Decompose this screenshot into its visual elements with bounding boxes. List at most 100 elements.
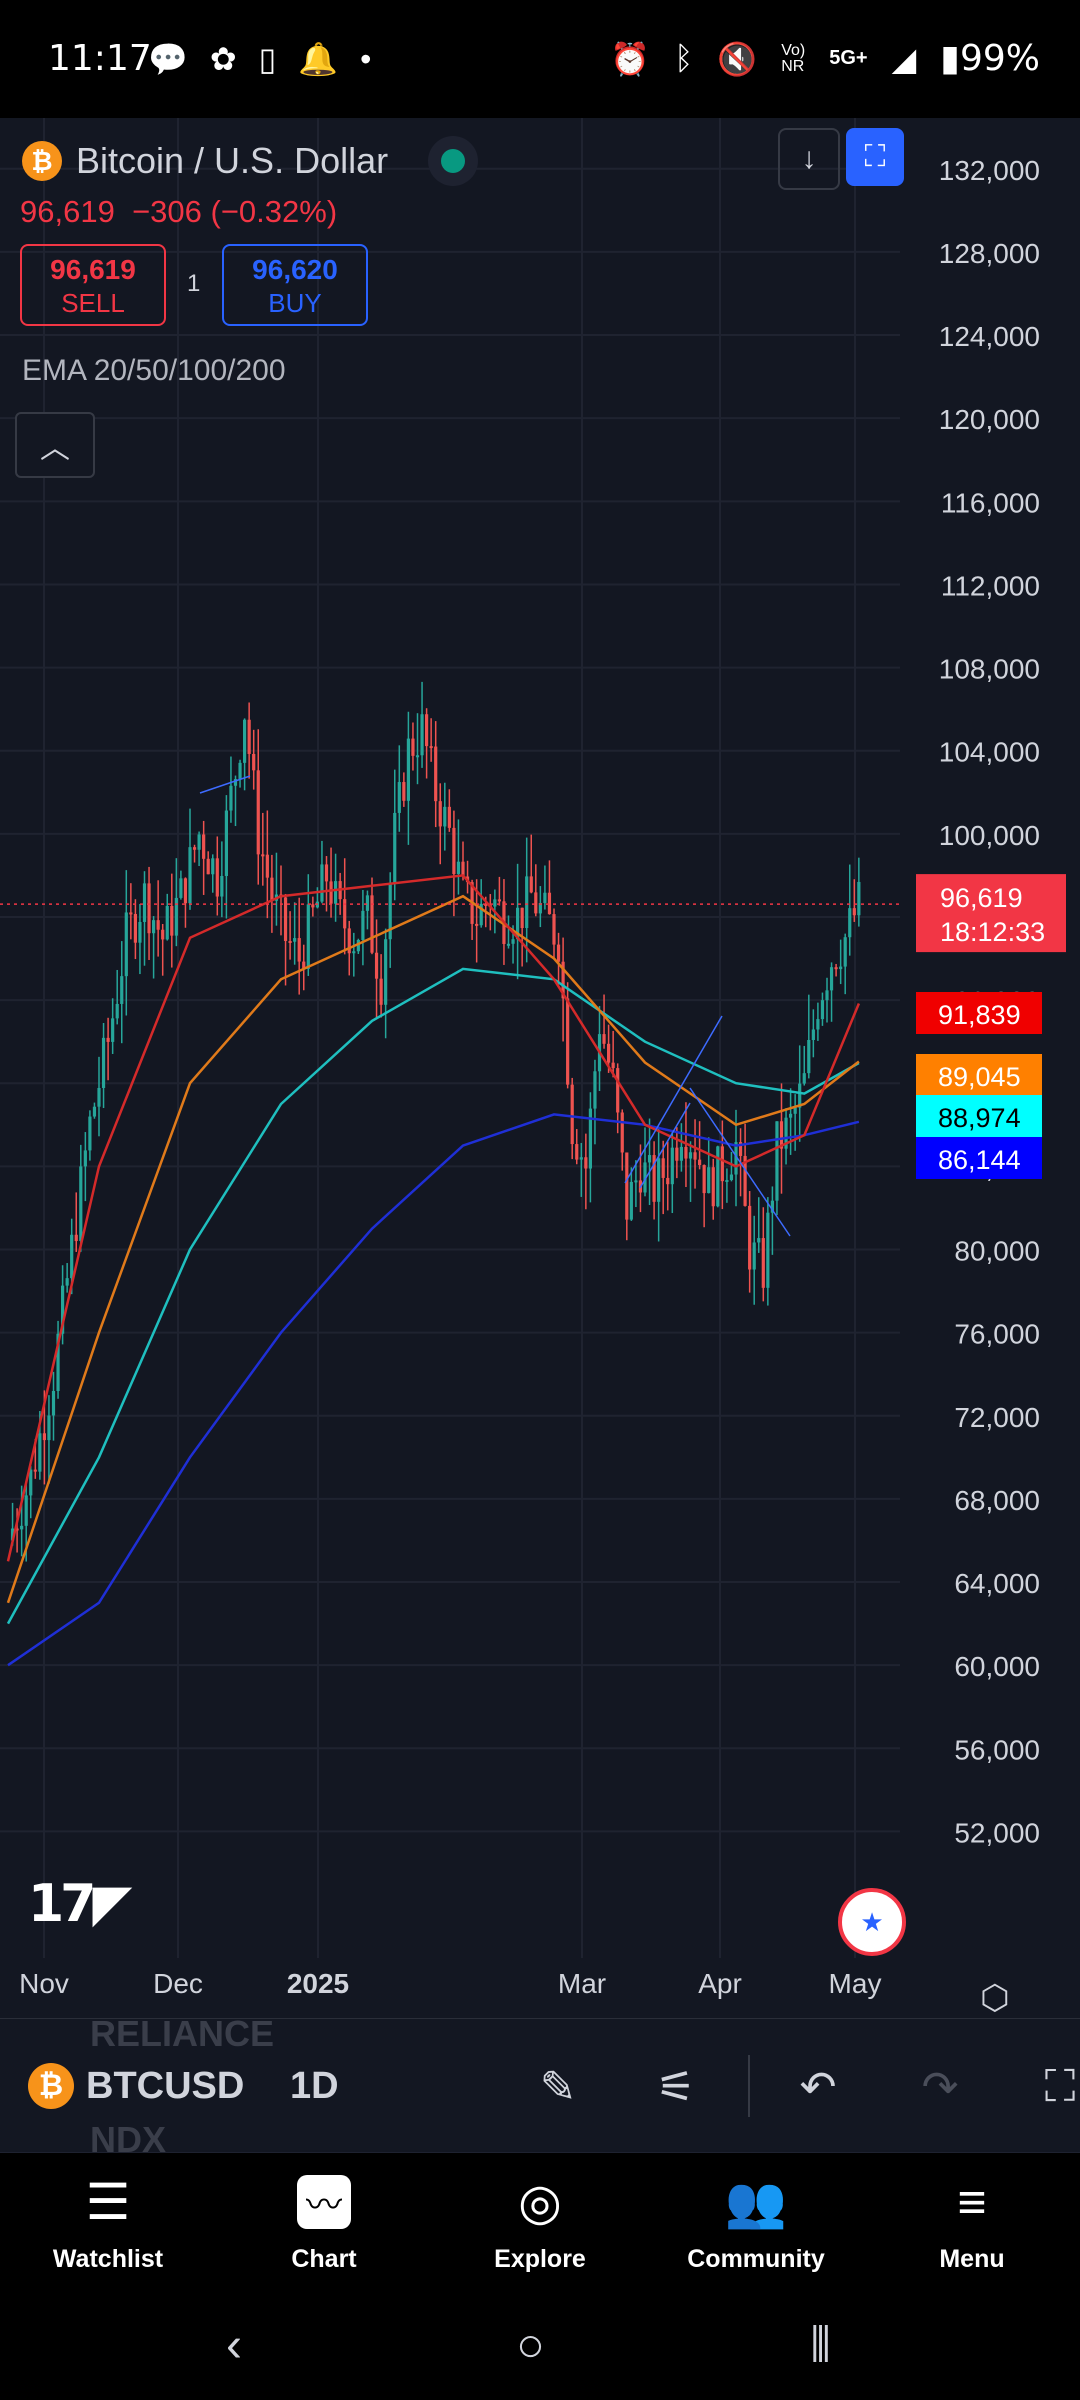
y-tick-label: 76,000 <box>954 1319 1040 1350</box>
watchlist-icon: ☰ <box>85 2174 131 2230</box>
candle-body <box>129 912 133 915</box>
back-icon[interactable]: ‹ <box>226 2319 242 2372</box>
nav-label: Menu <box>939 2245 1005 2273</box>
nav-menu[interactable]: ≡ Menu <box>872 2169 1072 2274</box>
candle-body <box>302 961 306 969</box>
candle-body <box>142 883 147 922</box>
price-summary: 96,619 −306 (−0.32%) <box>20 194 337 230</box>
candle-body <box>256 770 260 855</box>
sell-label: SELL <box>61 288 125 318</box>
indicator-legend[interactable]: EMA 20/50/100/200 <box>22 354 286 387</box>
candle-body <box>352 951 356 954</box>
candle-body <box>475 923 479 926</box>
candle-body <box>607 1043 611 1063</box>
y-tick-label: 104,000 <box>939 737 1040 768</box>
bitcoin-logo-icon: ₿ <box>22 141 62 181</box>
candle-body <box>429 746 433 749</box>
collapse-legend-button[interactable]: ︿ <box>15 412 95 478</box>
candle-body <box>311 904 315 908</box>
candle-body <box>420 714 424 756</box>
candle-body <box>379 978 383 1005</box>
candle-body <box>670 1147 674 1185</box>
buy-button[interactable]: 96,620 BUY <box>222 244 368 326</box>
candle-body <box>247 719 251 754</box>
candle-body <box>484 903 488 906</box>
symbol-name: Bitcoin / U.S. Dollar <box>76 140 389 181</box>
tradingview-logo-icon: 17◤ <box>28 1874 132 1934</box>
candle-body <box>197 834 201 850</box>
candle-body <box>857 881 861 916</box>
notification-icons: 💬 ✿ ▯ 🔔 • <box>148 40 371 78</box>
redo-icon[interactable]: ↷ <box>921 2062 959 2112</box>
bitcoin-logo-icon: ₿ <box>28 2063 74 2109</box>
candle-body <box>170 905 174 936</box>
undo-icon[interactable]: ↶ <box>799 2062 837 2112</box>
candle-body <box>834 967 838 970</box>
symbol-header[interactable]: ₿ Bitcoin / U.S. Dollar <box>22 136 479 186</box>
chart-area[interactable]: 132,000 128,000 124,000 120,000 116,000 112,0… <box>0 118 1080 2018</box>
candle-body <box>575 1144 579 1160</box>
candle-body <box>729 1174 734 1181</box>
drawing-pen-icon[interactable]: ✎ <box>539 2062 577 2112</box>
candle-body <box>761 1238 765 1288</box>
candle-body <box>370 895 374 953</box>
symbol-selector[interactable]: ₿ BTCUSD <box>28 2063 244 2109</box>
candle-body <box>643 1162 647 1193</box>
fullscreen-button[interactable]: ⛶ <box>846 128 904 186</box>
price-chart[interactable]: 132,000 128,000 124,000 120,000 116,000 112,0… <box>0 118 1080 2018</box>
interval-selector[interactable]: 1D <box>290 2065 339 2107</box>
candle-body <box>775 1121 779 1201</box>
drawing-trendline <box>689 1087 791 1237</box>
bluetooth-icon: ᛒ <box>674 40 694 76</box>
nav-chart[interactable]: 〰 Chart <box>224 2169 424 2274</box>
ghost-symbol-bottom: NDX <box>90 2119 167 2153</box>
x-tick-label: Mar <box>558 1968 606 1999</box>
recents-icon[interactable]: ⦀ <box>810 2319 832 2372</box>
y-tick-label: 124,000 <box>939 321 1040 352</box>
nav-watchlist[interactable]: ☰ Watchlist <box>8 2169 208 2274</box>
y-tick-label: 64,000 <box>954 1568 1040 1599</box>
candle-body <box>802 1073 806 1084</box>
candle-body <box>556 944 561 962</box>
layout-icon[interactable]: ⛶ <box>1044 2062 1076 2111</box>
home-icon[interactable]: ○ <box>516 2319 545 2372</box>
us-flag-icon[interactable]: ★ <box>838 1888 906 1956</box>
bottom-nav: ☰ Watchlist 〰 Chart ◎ Explore 👥 Communit… <box>0 2152 1080 2297</box>
candle-body <box>698 1159 702 1166</box>
candle-body <box>784 1117 788 1149</box>
indicators-sliders-icon[interactable]: ⚟ <box>656 2062 696 2112</box>
nav-explore[interactable]: ◎ Explore <box>440 2169 640 2274</box>
market-status-icon[interactable] <box>428 136 479 186</box>
sell-price: 96,619 <box>50 254 136 285</box>
candle-body <box>224 810 228 876</box>
candle-body <box>634 1180 638 1183</box>
candle-body <box>283 897 288 941</box>
hamburger-icon: ≡ <box>957 2174 987 2230</box>
ema-value-tag <box>916 992 1042 1034</box>
candle-body <box>329 881 333 904</box>
candle-body <box>743 1155 747 1206</box>
candle-body <box>579 1157 583 1160</box>
candle-body <box>406 738 410 801</box>
nav-community[interactable]: 👥 Community <box>656 2169 856 2274</box>
candle-body <box>734 1142 738 1175</box>
candle-body <box>156 920 160 930</box>
current-price: 96,619 <box>20 194 115 229</box>
candle-body <box>124 912 128 977</box>
chart-settings-icon[interactable]: ⬡ <box>980 1979 1010 2017</box>
mute-icon: 🔇 <box>717 40 758 77</box>
candle-body <box>820 1000 825 1020</box>
status-bar: 11:17 💬 ✿ ▯ 🔔 • ⏰ ᛒ 🔇 Vo) NR 5G+ ◢ ▮99% <box>0 0 1080 118</box>
candle-body <box>111 1018 115 1042</box>
people-icon: 👥 <box>724 2173 788 2230</box>
candle-body <box>438 801 442 827</box>
candle-body <box>393 812 397 883</box>
download-button[interactable]: ↓ <box>778 128 840 190</box>
x-tick-label: Dec <box>153 1968 203 1999</box>
candle-body <box>538 902 542 914</box>
ema-value-label: 89,045 <box>938 1062 1021 1092</box>
sell-button[interactable]: 96,619 SELL <box>20 244 166 326</box>
x-tick-label: Nov <box>19 1968 69 1999</box>
candle-body <box>779 1121 784 1149</box>
ema-value-label: 88,974 <box>938 1103 1021 1133</box>
